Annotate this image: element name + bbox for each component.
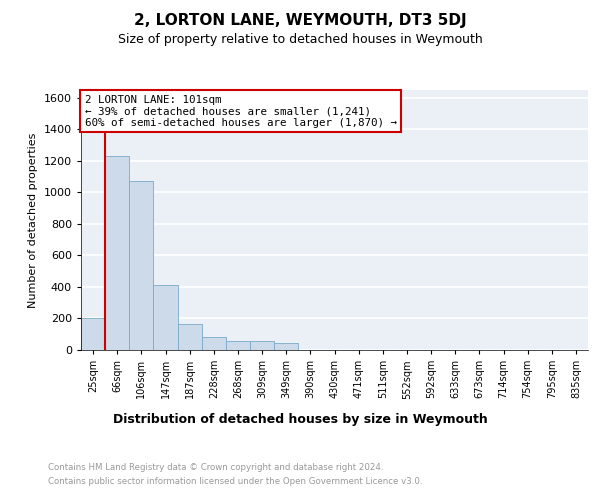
Bar [274, 343, 298, 350]
Bar [202, 338, 226, 350]
Bar [250, 342, 274, 350]
Text: 2 LORTON LANE: 101sqm
← 39% of detached houses are smaller (1,241)
60% of semi-d: 2 LORTON LANE: 101sqm ← 39% of detached … [85, 94, 397, 128]
Text: Contains public sector information licensed under the Open Government Licence v3: Contains public sector information licen… [48, 478, 422, 486]
Bar [178, 324, 202, 350]
Text: 2, LORTON LANE, WEYMOUTH, DT3 5DJ: 2, LORTON LANE, WEYMOUTH, DT3 5DJ [134, 12, 466, 28]
Text: Size of property relative to detached houses in Weymouth: Size of property relative to detached ho… [118, 32, 482, 46]
Bar [81, 318, 105, 350]
Bar [154, 286, 178, 350]
Bar [105, 156, 129, 350]
Bar [226, 340, 250, 350]
Text: Distribution of detached houses by size in Weymouth: Distribution of detached houses by size … [113, 412, 487, 426]
Y-axis label: Number of detached properties: Number of detached properties [28, 132, 38, 308]
Bar [129, 182, 154, 350]
Text: Contains HM Land Registry data © Crown copyright and database right 2024.: Contains HM Land Registry data © Crown c… [48, 462, 383, 471]
